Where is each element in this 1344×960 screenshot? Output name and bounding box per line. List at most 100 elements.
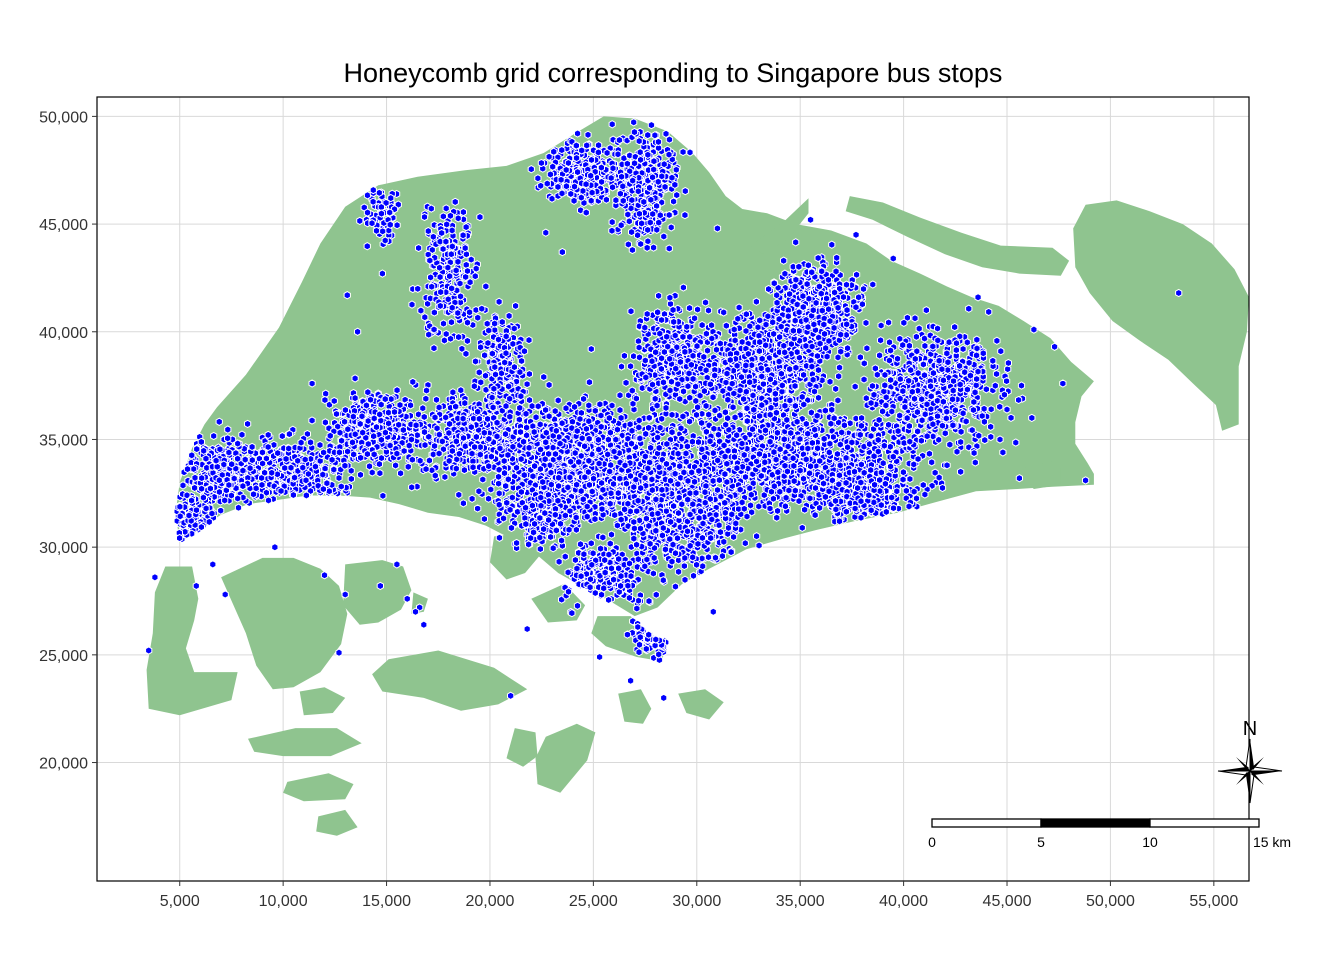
hexagon-cell-4151 (925, 449, 934, 458)
hexagon-cell-2392 (746, 501, 755, 510)
hexagon-cell-2960 (705, 410, 713, 419)
hexagon-cell-4402 (875, 415, 883, 425)
hexagon-cell-4557 (987, 432, 995, 442)
hexagon-cell-4561 (881, 370, 889, 380)
hexagon-cell-2561 (790, 476, 798, 486)
hexagon-cell-4236 (985, 307, 993, 317)
hexagon-cell-3309 (786, 364, 794, 374)
hexagon-cell-3873 (775, 314, 783, 324)
island-polygon-15 (678, 689, 724, 720)
hexagon-cell-2063 (698, 418, 706, 428)
hexagon-cell-4560 (935, 356, 943, 365)
hexagon-cell-4559 (952, 339, 961, 348)
hexagon-cell-4584 (951, 406, 959, 415)
hexagon-cell-1245 (503, 498, 511, 507)
hexagon-cell-1389 (598, 504, 606, 514)
hexagon-cell-819 (480, 514, 488, 524)
hexagon-cell-2577 (801, 505, 809, 514)
hexagon-cell-4771 (611, 510, 619, 520)
hexagon-cell-4199 (1003, 405, 1011, 414)
hexagon-cell-3945 (808, 342, 816, 351)
hexagon-cell-1361 (585, 456, 593, 465)
hexagon-cell-4469 (905, 376, 913, 385)
hexagon-cell-388 (468, 494, 476, 503)
hexagon-cell-2542 (769, 494, 777, 503)
hexagon-cell-3892 (773, 291, 781, 300)
hexagon-cell-3859 (852, 303, 860, 312)
hexagon-cell-4578 (992, 369, 1001, 379)
hexagon-cell-3210 (814, 365, 823, 375)
hexagon-cell-3358 (830, 414, 838, 423)
hexagon-cell-4540 (927, 392, 935, 401)
hexagon-cell-4392 (956, 361, 964, 371)
hexagon-cell-4538 (962, 417, 970, 426)
hexagon-cell-2656 (836, 461, 844, 470)
hexagon-cell-3916 (799, 291, 807, 301)
hexagon-cell-3351 (800, 400, 808, 409)
hexagon-cell-3865 (808, 362, 816, 371)
hexagon-cell-389 (616, 405, 624, 415)
hexagon-cell-4249 (965, 304, 973, 313)
hexagon-cell-2357 (899, 475, 907, 484)
hexagon-cell-4293 (873, 370, 881, 379)
hexagon-cell-4248 (929, 432, 937, 441)
hexagon-cell-1343 (583, 512, 591, 521)
hexagon-cell-4022 (880, 441, 888, 450)
hexagon-cell-3188 (738, 337, 746, 347)
hexagon-cell-4220 (870, 390, 878, 399)
hexagon-cell-3345 (766, 410, 774, 419)
hexagon-cell-4703 (613, 521, 621, 530)
hexagon-cell-1163 (607, 489, 615, 498)
hexagon-cell-1383 (575, 457, 583, 467)
hexagon-cell-2073 (867, 431, 875, 441)
hexagon-cell-3599 (792, 238, 800, 247)
hexagon-cell-233 (554, 396, 562, 405)
hexagon-cell-3200 (835, 372, 843, 381)
hexagon-cell-2514 (791, 486, 799, 495)
hexagon-cell-112 (616, 391, 624, 400)
hexagon-cell-1276 (635, 423, 643, 432)
hexagon-cell-1355 (580, 394, 588, 404)
hexagon-cell-1320 (656, 423, 664, 432)
hexagon-cell-4420 (973, 374, 981, 384)
hexagon-cell-3903 (791, 316, 799, 325)
hexagon-cell-3943 (816, 339, 824, 348)
hexagon-cell-4597 (973, 344, 981, 353)
island-polygon-12 (506, 728, 538, 767)
hexagon-cell-3671 (769, 318, 777, 327)
hexagon-cell-1934 (829, 432, 837, 442)
hexagon-cell-4089 (959, 344, 967, 354)
hexagon-cell-4422 (913, 407, 921, 417)
hexagon-cell-4300 (946, 440, 954, 449)
hexagon-cell-4243 (915, 324, 923, 333)
hexagon-cell-1226 (605, 413, 613, 423)
hexagon-cell-3045 (712, 345, 721, 354)
hexagon-cell-2658 (825, 448, 833, 457)
island-polygon-8 (299, 687, 346, 716)
hexagon-cell-2674 (782, 493, 790, 502)
hexagon-cell-4906 (698, 554, 706, 563)
hexagon-cell-3003 (814, 393, 823, 402)
hexagon-cell-3770 (839, 292, 848, 302)
hexagon-cell-1391 (573, 426, 581, 436)
hexagon-cell-1346 (547, 468, 555, 477)
hexagon-cell-3968 (1007, 413, 1015, 422)
hexagon-cell-3812 (820, 329, 829, 339)
hexagon-cell-3423 (811, 425, 819, 434)
hexagon-cell-3361 (743, 416, 751, 426)
hexagon-cell-4571 (851, 382, 859, 391)
hexagon-cell-4388 (887, 375, 895, 385)
hexagon-cell-2988 (694, 305, 702, 314)
hexagon-cell-4554 (896, 334, 904, 343)
hexagon-cell-3866 (792, 275, 800, 284)
hexagon-cell-2606 (709, 448, 717, 458)
hexagon-cell-1367 (610, 447, 618, 456)
hexagon-cell-4534 (917, 436, 925, 445)
island-polygon-18 (750, 198, 809, 255)
hexagon-cell-2736 (757, 433, 765, 442)
island-polygon-16 (1073, 200, 1249, 431)
hexagon-cell-3408 (771, 389, 779, 398)
hexagon-cell-4810 (659, 576, 667, 585)
hexagon-cell-3921 (859, 284, 868, 294)
hexagon-cell-3430 (772, 408, 781, 417)
